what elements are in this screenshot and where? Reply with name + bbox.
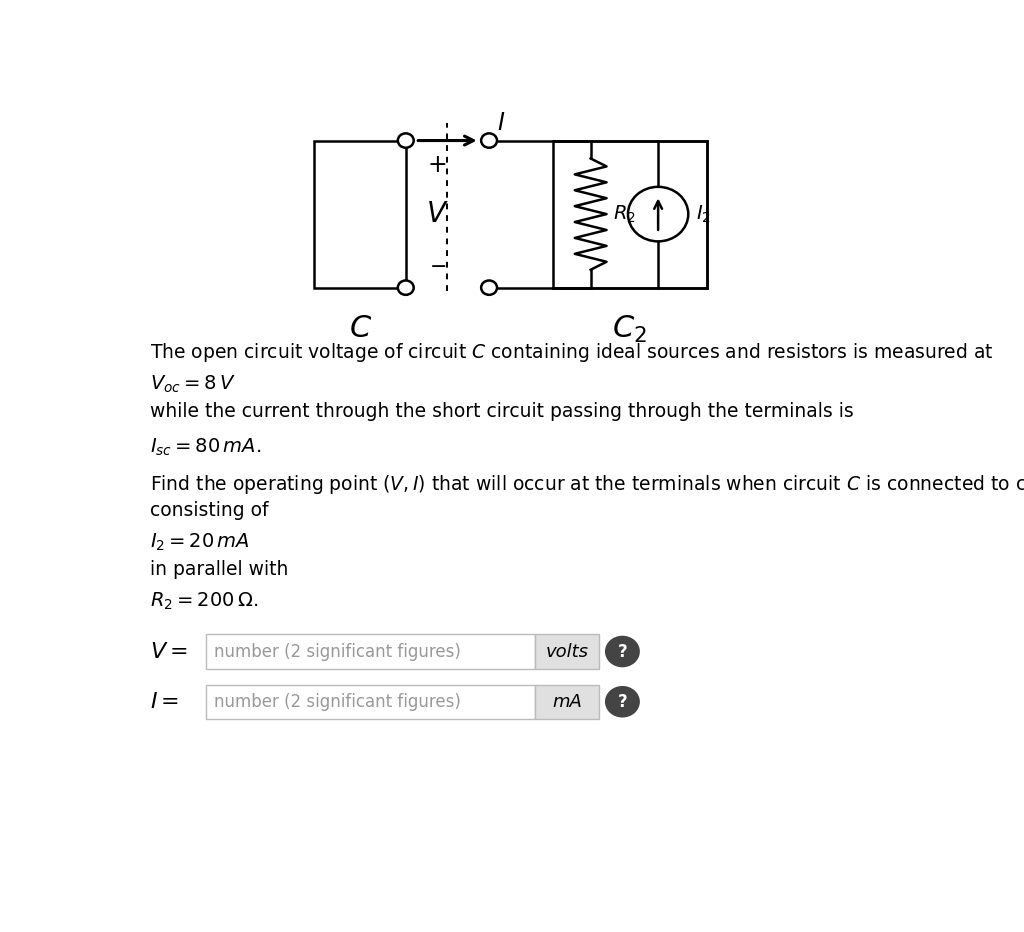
Circle shape (397, 133, 414, 147)
Text: ?: ? (617, 642, 628, 661)
Bar (553, 141, 708, 288)
Text: number (2 significant figures): number (2 significant figures) (214, 692, 461, 711)
Text: Find the operating point $(V, I)$ that will occur at the terminals when circuit : Find the operating point $(V, I)$ that w… (151, 473, 1024, 496)
Text: +: + (428, 154, 447, 177)
Text: $I$: $I$ (497, 111, 506, 135)
Text: $-$: $-$ (429, 254, 446, 275)
Text: $R_2 = 200\,\Omega.$: $R_2 = 200\,\Omega.$ (151, 591, 258, 611)
Bar (314, 141, 406, 288)
Circle shape (628, 186, 688, 241)
Circle shape (605, 636, 640, 667)
Text: The open circuit voltage of circuit $C$ containing ideal sources and resistors i: The open circuit voltage of circuit $C$ … (151, 341, 994, 364)
FancyBboxPatch shape (206, 635, 536, 669)
FancyBboxPatch shape (206, 684, 536, 719)
Circle shape (397, 281, 414, 295)
Text: $I_{sc} = 80\,mA.$: $I_{sc} = 80\,mA.$ (151, 436, 261, 458)
Text: $C_2$: $C_2$ (612, 314, 647, 346)
Text: volts: volts (546, 642, 589, 661)
Text: $I =$: $I =$ (151, 692, 179, 712)
FancyBboxPatch shape (536, 635, 599, 669)
Text: while the current through the short circuit passing through the terminals is: while the current through the short circ… (151, 403, 854, 421)
Text: $V_{oc} = 8\,V$: $V_{oc} = 8\,V$ (151, 374, 236, 395)
Text: $C$: $C$ (349, 314, 372, 343)
Text: consisting of: consisting of (151, 500, 268, 520)
Text: in parallel with: in parallel with (151, 559, 289, 579)
Text: $V$: $V$ (426, 200, 449, 228)
Circle shape (605, 686, 640, 718)
Circle shape (481, 133, 497, 147)
Circle shape (481, 281, 497, 295)
FancyBboxPatch shape (536, 684, 599, 719)
Text: $V =$: $V =$ (151, 641, 188, 662)
Text: ?: ? (617, 692, 628, 711)
Text: $R_2$: $R_2$ (613, 203, 636, 225)
Text: $I_2$: $I_2$ (696, 203, 712, 225)
Text: number (2 significant figures): number (2 significant figures) (214, 642, 461, 661)
Text: $I_2 = 20\,mA$: $I_2 = 20\,mA$ (151, 531, 250, 553)
Text: mA: mA (552, 692, 582, 711)
